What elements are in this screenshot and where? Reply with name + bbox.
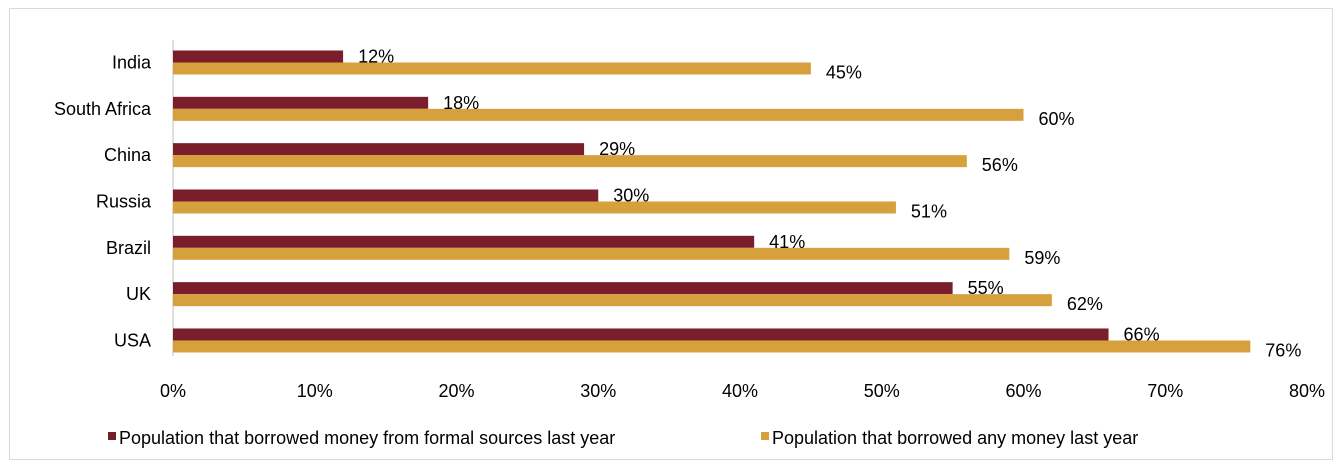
category-label-usa: USA [114,330,151,350]
formal-bar-uk [173,282,953,295]
any-bar-russia [173,201,896,214]
formal-value-label-brazil: 41% [769,232,805,252]
any-bar-usa [173,340,1251,353]
any-value-label-usa: 76% [1265,340,1301,360]
any-bar-uk [173,294,1052,307]
legend-any-swatch [761,432,769,440]
formal-value-label-russia: 30% [613,185,649,205]
legend-any-label: Population that borrowed any money last … [772,428,1138,448]
x-tick-label-80: 80% [1289,381,1325,401]
chart-frame [9,8,1333,460]
category-label-china: China [104,145,152,165]
x-tick-label-30: 30% [580,381,616,401]
x-tick-label-0: 0% [160,381,186,401]
formal-value-label-usa: 66% [1124,324,1160,344]
any-bar-china [173,155,967,168]
any-bar-brazil [173,247,1010,260]
category-label-south-africa: South Africa [54,99,152,119]
formal-bar-usa [173,328,1109,341]
any-value-label-russia: 51% [911,201,947,221]
formal-value-label-south-africa: 18% [443,93,479,113]
category-label-uk: UK [126,284,151,304]
legend-formal-swatch [108,432,116,440]
any-value-label-brazil: 59% [1024,248,1060,268]
any-bar-india [173,62,811,75]
formal-value-label-china: 29% [599,139,635,159]
category-label-russia: Russia [96,191,152,211]
x-tick-label-40: 40% [722,381,758,401]
x-tick-label-50: 50% [864,381,900,401]
formal-value-label-uk: 55% [968,278,1004,298]
formal-bar-south-africa [173,96,429,109]
any-value-label-china: 56% [982,155,1018,175]
any-value-label-south-africa: 60% [1039,109,1075,129]
any-value-label-india: 45% [826,63,862,83]
any-value-label-uk: 62% [1067,294,1103,314]
x-tick-label-70: 70% [1147,381,1183,401]
category-label-india: India [112,53,152,73]
legend-formal-label: Population that borrowed money from form… [119,428,615,448]
category-label-brazil: Brazil [106,238,151,258]
formal-bar-brazil [173,235,755,248]
formal-bar-china [173,143,585,156]
formal-bar-india [173,50,344,63]
x-tick-label-20: 20% [438,381,474,401]
x-tick-label-60: 60% [1005,381,1041,401]
formal-bar-russia [173,189,599,202]
x-tick-label-10: 10% [297,381,333,401]
any-bar-south-africa [173,108,1024,121]
formal-value-label-india: 12% [358,47,394,67]
